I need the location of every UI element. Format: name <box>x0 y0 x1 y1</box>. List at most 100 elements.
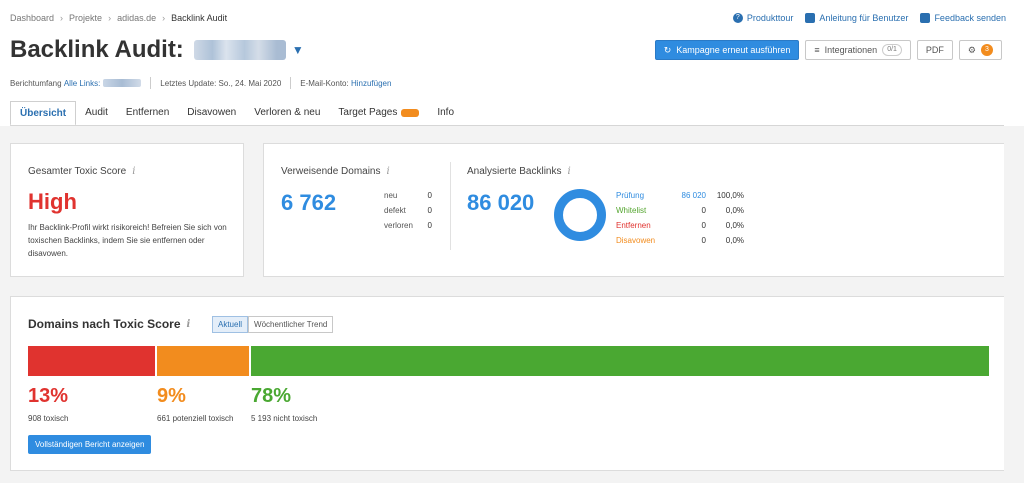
toxic-score-value: High <box>28 189 77 214</box>
domains-row-lost: verloren 0 <box>384 218 432 233</box>
domains-row-broken: defekt 0 <box>384 203 432 218</box>
backlinks-row-disavow[interactable]: Disavowen 0 0,0% <box>616 233 744 248</box>
info-icon[interactable]: i <box>132 166 136 177</box>
tab-label: Target Pages <box>338 107 398 118</box>
tab-label: Entfernen <box>125 107 170 118</box>
book-icon <box>805 13 816 23</box>
toxic-score-card: Gesamter Toxic Score i High Ihr Backlink… <box>10 143 244 277</box>
row-label: verloren <box>384 221 413 230</box>
analyzed-backlinks-value[interactable]: 86 020 <box>467 190 535 215</box>
tab-info[interactable]: Info <box>428 101 463 126</box>
card-divider <box>450 162 451 250</box>
integrations-label: Integrationen <box>824 45 878 55</box>
row-label: neu <box>384 191 398 200</box>
pdf-button[interactable]: PDF <box>916 40 953 60</box>
tab-label: Disavowen <box>187 107 237 118</box>
bar-segment-potentially-toxic[interactable] <box>157 346 249 376</box>
toxic-score-title-text: Gesamter Toxic Score <box>28 166 127 177</box>
tabs-divider <box>10 125 1004 126</box>
report-meta: Berichtumfang Alle Links: Letztes Update… <box>10 77 391 89</box>
referring-domains-value[interactable]: 6 762 <box>281 190 337 215</box>
breadcrumb-project[interactable]: adidas.de <box>117 13 157 23</box>
chevron-down-icon[interactable]: ▼ <box>291 43 304 57</box>
info-icon[interactable]: i <box>567 166 571 177</box>
breadcrumb-separator: › <box>60 13 64 23</box>
breadcrumb-separator: › <box>162 13 166 23</box>
tab-audit[interactable]: Audit <box>76 101 117 126</box>
domains-row-new: neu 0 <box>384 188 432 203</box>
referring-domains-breakdown: neu 0 defekt 0 verloren 0 <box>384 188 432 233</box>
percent-not-toxic: 78% <box>251 385 292 407</box>
row-label: defekt <box>384 206 406 215</box>
feedback-link[interactable]: Feedback senden <box>920 13 1006 23</box>
row-count: 86 020 <box>681 191 706 200</box>
info-icon[interactable]: i <box>386 166 390 177</box>
user-guide-link[interactable]: Anleitung für Benutzer <box>805 13 908 23</box>
toggle-weekly-trend[interactable]: Wöchentlicher Trend <box>248 316 334 333</box>
breadcrumb-projects[interactable]: Projekte <box>69 13 103 23</box>
bar-segment-toxic[interactable] <box>28 346 155 376</box>
rerun-campaign-button[interactable]: ↻ Kampagne erneut ausführen <box>654 40 800 60</box>
row-value: 0 <box>427 221 432 230</box>
tab-lost-new[interactable]: Verloren & neu <box>245 101 329 126</box>
toxic-score-stacked-bar <box>28 346 989 376</box>
toxic-score-title: Gesamter Toxic Score i <box>28 166 135 177</box>
count-label-toxic[interactable]: 908 toxisch <box>28 414 69 423</box>
backlinks-row-remove[interactable]: Entfernen 0 0,0% <box>616 218 744 233</box>
row-percent: 100,0% <box>716 191 744 200</box>
breadcrumb-dashboard[interactable]: Dashboard <box>10 13 55 23</box>
toxic-score-description: Ihr Backlink-Profil wirkt risikoreich! B… <box>28 223 227 258</box>
toxic-domains-title: Domains nach Toxic Score i <box>28 317 190 331</box>
tab-overview[interactable]: Übersicht <box>10 101 77 126</box>
product-tour-link[interactable]: ? Produkttour <box>732 13 794 23</box>
product-tour-label: Produkttour <box>746 13 794 23</box>
email-label: E-Mail-Konto: <box>300 78 349 88</box>
breadcrumb-current: Backlink Audit <box>171 13 228 23</box>
view-toggle: Aktuell Wöchentlicher Trend <box>212 316 334 333</box>
feedback-label: Feedback senden <box>934 13 1006 23</box>
row-percent: 0,0% <box>725 221 744 230</box>
info-icon[interactable]: i <box>186 318 191 330</box>
question-icon: ? <box>732 13 743 23</box>
tab-target-pages[interactable]: Target Pages <box>329 101 428 126</box>
row-percent: 0,0% <box>725 206 744 215</box>
settings-badge: 3 <box>981 44 993 56</box>
refresh-icon: ↻ <box>663 44 672 55</box>
last-update: Letztes Update: So., 24. Mai 2020 <box>160 78 282 88</box>
top-links: ? Produkttour Anleitung für Benutzer Fee… <box>732 13 1006 23</box>
percent-toxic: 13% <box>28 385 69 407</box>
count-label-not-toxic[interactable]: 5 193 nicht toxisch <box>251 414 318 423</box>
tab-disavow[interactable]: Disavowen <box>178 101 245 126</box>
bar-segment-not-toxic[interactable] <box>251 346 989 376</box>
row-value: 0 <box>427 206 432 215</box>
full-report-button[interactable]: Vollständigen Bericht anzeigen <box>28 435 152 454</box>
scope-link[interactable]: Alle Links: <box>63 78 101 88</box>
chat-icon <box>920 13 931 23</box>
referring-domains-title-text: Verweisende Domains <box>281 166 381 177</box>
page-title-row: Backlink Audit: ▼ <box>10 36 304 64</box>
row-label: Entfernen <box>616 221 651 230</box>
row-count: 0 <box>701 221 706 230</box>
meta-divider <box>290 77 292 89</box>
rerun-campaign-label: Kampagne erneut ausführen <box>676 45 791 55</box>
backlinks-row-review[interactable]: Prüfung 86 020 100,0% <box>616 188 744 203</box>
meta-divider <box>150 77 152 89</box>
domains-backlinks-card: Verweisende Domains i 6 762 neu 0 defekt 0… <box>263 143 1004 277</box>
header-actions: ↻ Kampagne erneut ausführen ≡ Integratio… <box>654 40 1002 60</box>
breadcrumb-separator: › <box>108 13 112 23</box>
count-label-potentially-toxic[interactable]: 661 potenziell toxisch <box>157 414 234 423</box>
tab-remove[interactable]: Entfernen <box>117 101 178 126</box>
toxic-domains-card: Domains nach Toxic Score i Aktuell Wöche… <box>10 296 1004 471</box>
toggle-current[interactable]: Aktuell <box>212 316 249 333</box>
row-label: Disavowen <box>616 236 656 245</box>
page-title: Backlink Audit: <box>10 36 184 63</box>
integrations-button[interactable]: ≡ Integrationen 0/1 <box>805 40 911 60</box>
user-guide-label: Anleitung für Benutzer <box>819 13 909 23</box>
toxic-domains-title-text: Domains nach Toxic Score <box>28 317 181 331</box>
blurred-scope-value <box>103 79 142 87</box>
backlinks-row-whitelist[interactable]: Whitelist 0 0,0% <box>616 203 744 218</box>
backlinks-breakdown: Prüfung 86 020 100,0% Whitelist 0 0,0% Entfe… <box>616 188 744 248</box>
settings-button[interactable]: ⚙ 3 <box>958 40 1002 60</box>
gear-icon: ⚙ <box>967 44 976 55</box>
email-add-link[interactable]: Hinzufügen <box>350 78 392 88</box>
